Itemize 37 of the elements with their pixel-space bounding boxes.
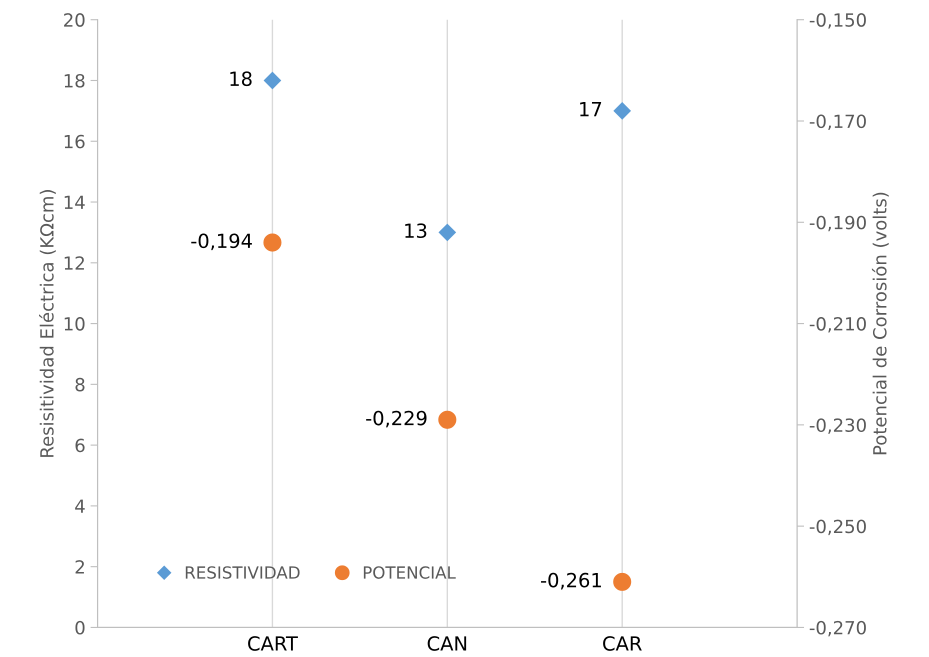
point xyxy=(613,572,632,591)
y-tick-label: 10 xyxy=(64,317,85,331)
y-tick-label: 8 xyxy=(75,378,85,392)
point xyxy=(264,72,281,90)
data-label: 13 xyxy=(405,223,426,238)
data-label: 17 xyxy=(580,102,602,116)
point xyxy=(438,410,456,429)
x-tick-label: CAR xyxy=(603,636,642,651)
y-tick-label: 18 xyxy=(64,74,85,88)
y-tick-label: 20 xyxy=(64,13,85,27)
y-tick-label: 4 xyxy=(75,500,85,513)
y-tick-label: 2 xyxy=(76,560,84,574)
y-tick-label: 14 xyxy=(64,196,85,209)
y2-tick-label: -0,250 xyxy=(810,520,866,536)
y-tick-label: 6 xyxy=(76,438,85,452)
data-label: 18 xyxy=(230,71,252,86)
x-tick-label: CAN xyxy=(428,636,466,651)
y2-tick-label: -0,230 xyxy=(810,418,866,434)
y-tick-label: 0 xyxy=(75,620,85,635)
point xyxy=(263,234,282,252)
y-axis-title: Resisitividad Eléctrica (KΩcm) xyxy=(39,190,56,457)
y2-axis-title: Potencial de Corrosión (volts) xyxy=(872,192,889,454)
x-tick-label: CART xyxy=(248,636,298,651)
data-label: -0,194 xyxy=(191,233,252,250)
y2-tick-label: -0,190 xyxy=(810,216,866,232)
legend-label: POTENCIAL xyxy=(364,566,456,579)
point xyxy=(614,102,631,120)
point xyxy=(438,224,456,241)
y2-tick-label: -0,270 xyxy=(810,620,866,636)
y2-tick-label: -0,150 xyxy=(810,13,866,29)
y-tick-label: 12 xyxy=(64,256,84,270)
data-label: -0,261 xyxy=(541,572,601,590)
legend-label: RESISTIVIDAD xyxy=(186,566,300,579)
y2-tick-label: -0,210 xyxy=(810,317,866,333)
data-label: -0,229 xyxy=(366,410,427,428)
y2-tick-label: -0,170 xyxy=(810,114,866,130)
y-tick-label: 16 xyxy=(64,134,85,148)
